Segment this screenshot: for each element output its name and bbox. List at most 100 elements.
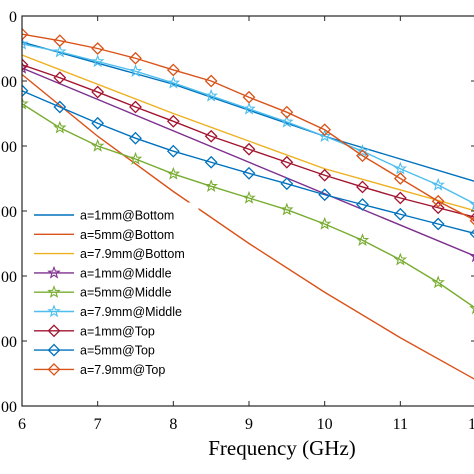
legend-entry: a=5mm@Bottom — [34, 228, 174, 242]
data-point — [53, 100, 67, 114]
data-point — [356, 149, 369, 163]
legend-label: a=7.9mm@Middle — [80, 305, 182, 319]
data-point — [22, 58, 29, 72]
y-tick-label: 00 — [1, 139, 17, 156]
data-point — [317, 129, 332, 142]
data-point — [356, 198, 369, 211]
data-point — [280, 155, 294, 169]
data-point — [166, 75, 181, 89]
series-6 — [22, 36, 474, 211]
series-line — [22, 43, 474, 205]
legend-label: a=1mm@Top — [80, 324, 155, 338]
data-point — [129, 100, 142, 114]
legend-marker — [47, 285, 61, 298]
legend-marker — [47, 265, 61, 279]
x-tick-label: 9 — [245, 416, 253, 433]
legend-entry: a=1mm@Bottom — [34, 209, 174, 223]
data-point — [53, 120, 67, 134]
legend-label: a=5mm@Top — [80, 344, 155, 358]
x-tick-label: 10 — [317, 416, 333, 433]
legend-entry: a=5mm@Middle — [34, 285, 172, 300]
data-point — [355, 144, 370, 157]
legend-marker — [47, 362, 61, 376]
data-point — [90, 138, 105, 152]
data-point — [91, 116, 105, 130]
series-line — [22, 41, 474, 182]
data-point — [469, 213, 474, 222]
data-point — [22, 27, 29, 41]
legend-label: a=1mm@Middle — [80, 266, 172, 280]
y-tick-label: 00 — [1, 74, 17, 91]
series-line — [22, 64, 474, 218]
data-point — [393, 161, 408, 175]
series-line — [22, 67, 474, 257]
y-tick-label: 0 — [9, 9, 17, 26]
data-point — [469, 216, 474, 226]
legend-marker — [47, 304, 61, 318]
data-point — [166, 166, 181, 180]
data-point — [431, 217, 445, 231]
data-point — [22, 84, 29, 98]
data-point — [393, 252, 408, 266]
legend-label: a=5mm@Bottom — [80, 228, 174, 242]
data-point — [280, 114, 294, 128]
data-point — [22, 96, 29, 110]
data-point — [128, 64, 143, 77]
series-5 — [22, 96, 474, 315]
data-point — [91, 42, 105, 55]
data-point — [204, 155, 218, 169]
data-point — [431, 201, 445, 215]
data-point — [318, 168, 332, 182]
series-line — [22, 90, 474, 234]
data-point — [166, 114, 180, 128]
data-point — [22, 36, 29, 50]
series-7 — [22, 58, 474, 222]
series-line — [22, 33, 474, 221]
series-2 — [22, 73, 474, 380]
series-9 — [22, 27, 474, 226]
data-point — [356, 180, 369, 194]
data-point — [280, 202, 294, 216]
data-point — [91, 85, 105, 99]
x-axis-label: Frequency (GHz) — [208, 436, 356, 460]
legend-entry: a=7.9mm@Bottom — [34, 247, 185, 261]
x-tick-label: 6 — [18, 416, 26, 433]
data-point — [280, 177, 294, 191]
data-point — [431, 194, 445, 208]
series-line — [22, 103, 474, 308]
series-line — [22, 54, 474, 212]
data-point — [129, 131, 142, 145]
data-point — [90, 54, 105, 68]
legend-entry: a=1mm@Middle — [34, 265, 172, 280]
data-point — [53, 71, 67, 85]
data-point — [242, 142, 256, 156]
legend-label: a=5mm@Middle — [80, 286, 172, 300]
legend-entry: a=5mm@Top — [34, 344, 155, 358]
legend-entry: a=7.9mm@Top — [34, 363, 165, 377]
data-point — [355, 233, 370, 246]
data-point — [393, 207, 407, 221]
data-point — [469, 254, 474, 263]
x-tick-label: 12 — [468, 416, 474, 433]
data-point — [318, 188, 332, 202]
data-point — [393, 191, 407, 205]
series-1 — [22, 41, 474, 182]
series-3 — [22, 54, 474, 212]
data-point — [431, 177, 445, 191]
data-point — [204, 74, 218, 88]
data-point — [317, 216, 332, 230]
data-point — [166, 144, 180, 158]
legend-label: a=1mm@Bottom — [80, 209, 174, 223]
x-tick-label: 8 — [169, 416, 177, 433]
legend-entry: a=1mm@Top — [34, 324, 155, 338]
y-tick-label: 00 — [1, 204, 17, 221]
data-point — [204, 179, 218, 193]
data-point — [128, 151, 143, 165]
series-line — [22, 73, 474, 380]
y-tick-label: 00 — [1, 334, 17, 351]
data-point — [393, 172, 407, 185]
x-tick-label: 11 — [393, 416, 408, 433]
data-point — [242, 166, 256, 180]
legend-marker — [47, 343, 61, 357]
